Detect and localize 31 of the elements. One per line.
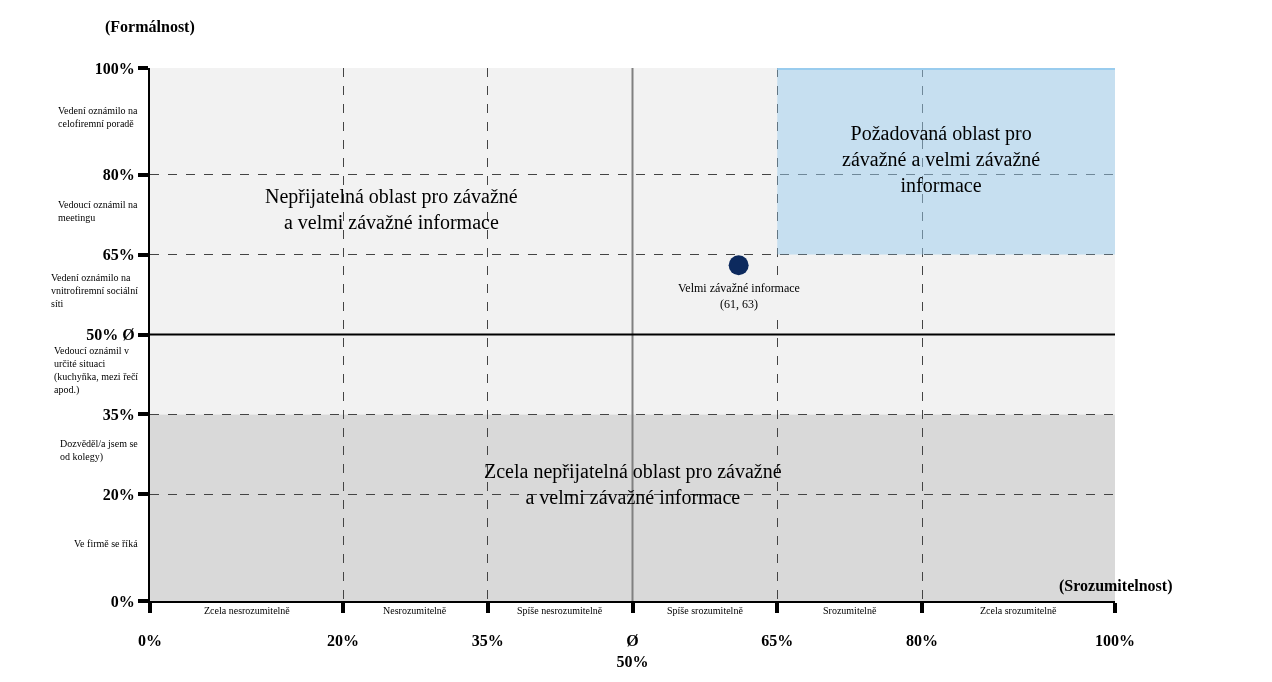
x-tick-label: 20% — [327, 632, 359, 650]
x-tick-label: 80% — [906, 632, 938, 650]
annotation: Velmi závažné informace (61, 63) — [678, 281, 800, 311]
x-axis-title: (Srozumitelnost) — [1059, 577, 1173, 595]
y-tick-label: 50% Ø — [86, 326, 135, 344]
text: Spíše nesrozumitelně — [517, 605, 603, 616]
annotation: Nepřijatelná oblast pro závažné a velmi závažné informace — [265, 185, 518, 233]
x-tick-label: 0% — [138, 632, 162, 650]
x-tick-label: 35% — [471, 632, 504, 650]
text: Vedoucí oznámil na meetingu — [58, 199, 138, 223]
y-axis-title: (Formálnost) — [105, 18, 195, 36]
x-tick-label: 65% — [761, 632, 794, 650]
y-tick-label: 35% — [102, 406, 135, 424]
text: Dozvěděl/a jsem se od kolegy) — [60, 438, 139, 463]
x-tick-label: Ø 50% — [616, 632, 649, 670]
x-tick-label: 100% — [1095, 632, 1135, 650]
y-tick-label: 20% — [102, 486, 135, 503]
text: Srozumitelně — [823, 605, 877, 616]
text: Ve firmě se říká — [74, 538, 139, 549]
text: Vedení oznámilo na celofiremní poradě — [58, 105, 138, 129]
text: Nesrozumitelně — [383, 605, 447, 616]
y-tick-label: 65% — [102, 246, 135, 264]
text: Spíše srozumitelně — [667, 605, 744, 616]
text: Zcela nesrozumitelně — [204, 605, 291, 616]
text: Vedení oznámilo na vnitrofiremní sociální síti — [51, 272, 139, 309]
y-tick-label: 80% — [102, 166, 135, 184]
text: Vedoucí oznámil v určité situaci (kuchyňka, mezi řečí apod.) — [54, 345, 139, 396]
y-tick-label: 100% — [94, 59, 135, 77]
annotation: Požadovaná oblast pro závažné a velmi závažné informace — [842, 122, 1041, 196]
text: Zcela srozumitelně — [980, 605, 1057, 616]
y-tick-label: 0% — [110, 592, 135, 610]
